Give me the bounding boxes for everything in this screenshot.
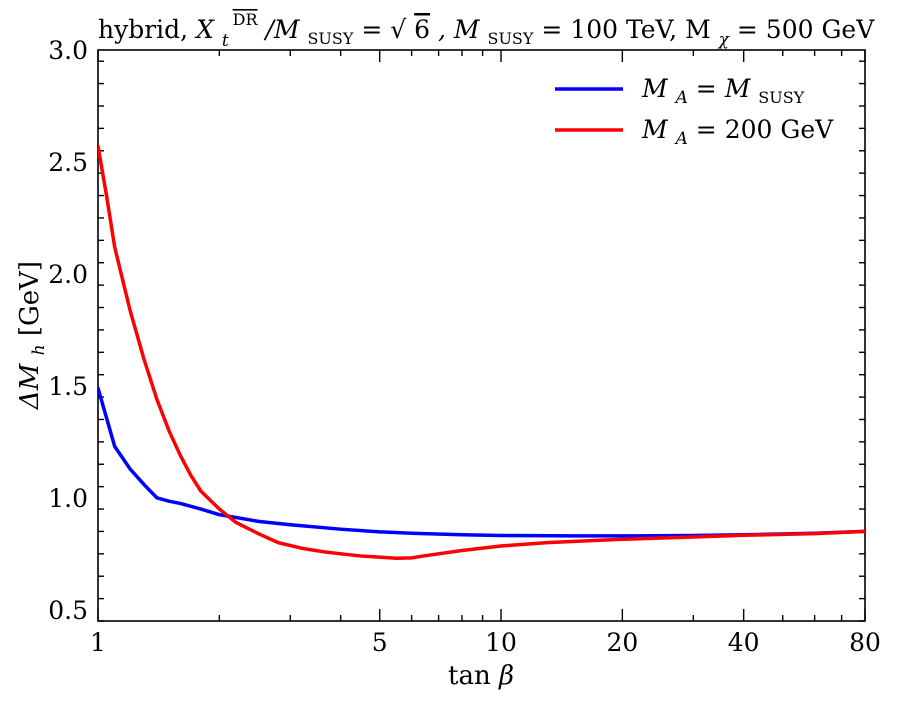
legend-part: M [641,115,669,144]
x-tick-label: 80 [849,628,881,657]
title-part: = 500 GeV [737,15,875,44]
title-part: t [222,31,229,51]
y-axis-label-sub: h [29,344,49,355]
legend-part: = M [696,74,752,103]
x-tick-label: 10 [485,628,517,657]
title-part: SUSY [307,29,353,48]
y-axis-label-unit: [GeV] [15,261,45,336]
x-tick-labels: 1 5 10 20 40 80 [90,628,881,657]
legend-part: SUSY [758,88,804,107]
y-tick-label: 0.5 [48,596,88,625]
title-part: , M [438,15,481,44]
x-tick-label: 5 [372,628,388,657]
title-part: = 100 TeV, M [541,15,710,44]
y-tick-label: 1.0 [48,484,88,513]
x-axis-label-var: β [498,661,514,691]
legend-part: A [674,129,688,149]
legend-part: = 200 GeV [696,115,834,144]
x-axis-label-fn: tan [448,661,499,691]
x-tick-label: 20 [606,628,638,657]
legend-part: A [674,88,688,108]
series-line-200gev [98,144,865,561]
title-part: = [361,15,390,44]
plot-frame [97,49,866,622]
title-part: hybrid, [98,15,196,44]
legend-label-200gev: M A = 200 GeV [641,115,834,150]
y-tick-label: 2.5 [48,148,88,177]
y-tick-labels: 0.5 1.0 1.5 2.0 2.5 3.0 [48,36,88,625]
y-tick-label: 2.0 [48,260,88,289]
title-part: /M [263,15,300,44]
title-part: DR [233,10,259,29]
x-tick-label: 40 [728,628,760,657]
legend-label-msusy: M A = M SUSY [641,74,805,109]
legend: M A = M SUSY M A = 200 GeV [555,74,834,150]
y-axis-label: ΔM h [GeV] [15,261,51,410]
legend-part: M [641,74,669,103]
title-part: √ [390,15,406,44]
title-part: X [194,15,215,44]
y-axis-label-main: ΔM [15,362,45,410]
chart-title: hybrid, X t DR /M SUSY = √ 6 , M SUSY = … [98,2,875,52]
series-line-msusy [98,386,865,538]
x-tick-label: 1 [90,628,106,657]
series-group [98,144,865,561]
y-tick-label: 3.0 [48,36,88,65]
y-tick-label: 1.5 [48,372,88,401]
title-part: SUSY [487,29,533,48]
title-part: χ [718,30,731,50]
title-part: 6 [414,15,430,44]
x-axis-label: tan β [448,661,514,691]
